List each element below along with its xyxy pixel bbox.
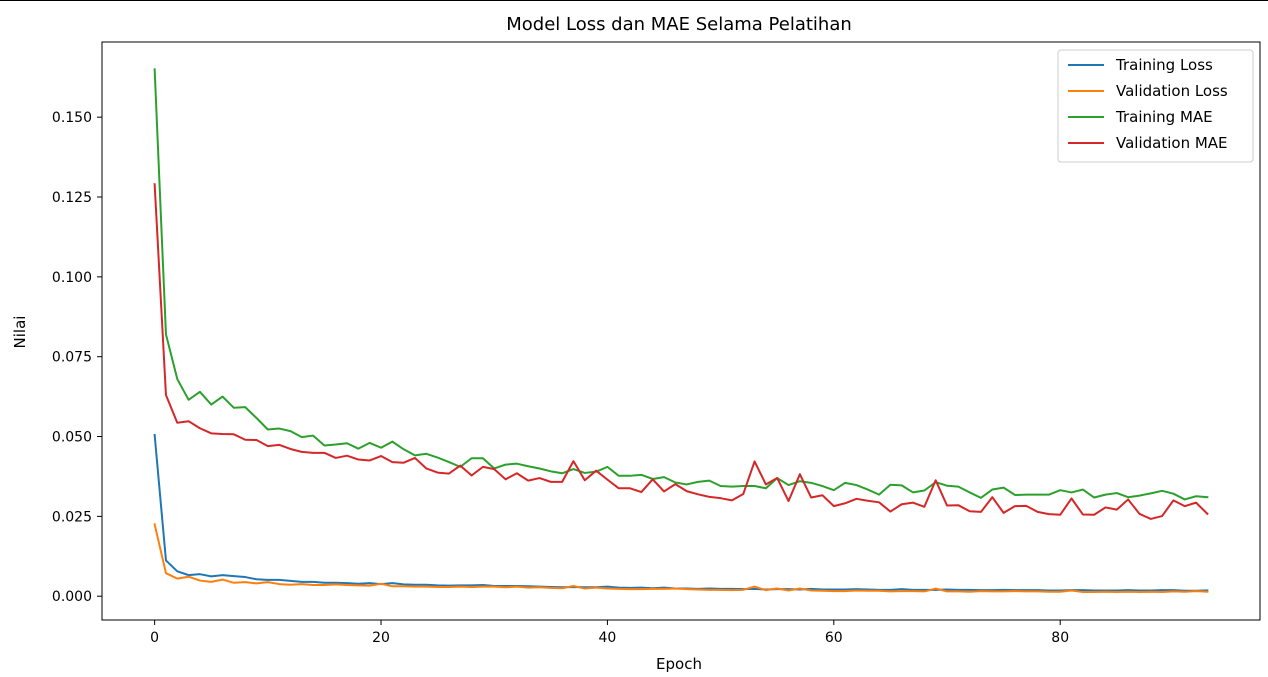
legend-label: Validation MAE <box>1116 134 1228 152</box>
y-tick-label: 0.125 <box>52 190 92 206</box>
legend-item: Training Loss <box>1068 56 1213 74</box>
y-axis: 0.000 0.025 0.050 0.075 0.100 0.125 0.150 <box>52 110 102 605</box>
series-layer <box>153 68 1209 594</box>
y-tick-label: 0.150 <box>52 110 92 126</box>
series-line-validation-loss <box>153 523 1209 594</box>
x-tick-label: 20 <box>372 630 390 646</box>
y-tick-label: 0.000 <box>52 589 92 605</box>
legend-label: Training MAE <box>1115 108 1213 126</box>
plot-frame <box>101 41 1261 621</box>
y-tick-label: 0.075 <box>52 350 92 366</box>
x-tick-label: 80 <box>1051 630 1069 646</box>
legend-label: Validation Loss <box>1116 82 1228 100</box>
legend-box <box>1057 49 1254 163</box>
y-tick-label: 0.100 <box>52 270 92 286</box>
x-axis: 0 20 40 60 80 <box>150 620 1069 646</box>
x-tick-label: 0 <box>150 630 159 646</box>
top-border <box>0 0 1268 1</box>
x-tick-label: 60 <box>825 630 843 646</box>
y-axis-label: Nilai <box>11 316 29 349</box>
legend-item: Validation Loss <box>1068 82 1228 100</box>
y-tick-label: 0.050 <box>52 430 92 446</box>
legend: Training Loss Validation Loss Training MAE… <box>1057 49 1254 163</box>
chart-title: Model Loss dan MAE Selama Pelatihan <box>506 14 852 35</box>
legend-label: Training Loss <box>1115 56 1213 74</box>
series-line-training-loss <box>153 433 1209 592</box>
series-line-validation-mae <box>153 183 1209 520</box>
y-tick-label: 0.025 <box>52 509 92 525</box>
x-axis-label: Epoch <box>656 655 702 673</box>
legend-item: Training MAE <box>1068 108 1213 126</box>
x-tick-label: 40 <box>599 630 617 646</box>
legend-item: Validation MAE <box>1068 134 1228 152</box>
plot-area <box>101 41 1261 621</box>
series-line-training-mae <box>153 68 1209 501</box>
